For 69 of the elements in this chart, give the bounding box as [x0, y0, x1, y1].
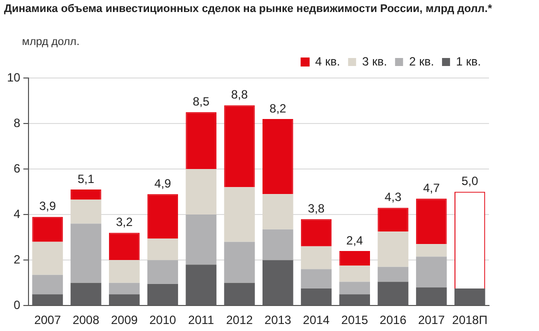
legend-label: 4 кв.: [315, 54, 340, 68]
bar: [186, 169, 216, 215]
legend-label: 3 кв.: [362, 54, 388, 68]
bar: [378, 208, 408, 232]
x-tick-label: 2008: [72, 313, 100, 328]
total-label: 3,8: [308, 201, 325, 216]
bar: [147, 260, 178, 284]
x-tick-label: 2013: [264, 313, 292, 328]
total-label: 3,9: [39, 199, 56, 214]
y-axis-title: млрд долл.: [22, 36, 80, 48]
bar: [32, 216, 63, 242]
total-label: 8,8: [231, 88, 248, 102]
x-tick-label: 2015: [341, 313, 368, 328]
x-tick-label: 2009: [110, 313, 138, 328]
total-label: 5,0: [461, 174, 478, 188]
x-tick-label: 2011: [188, 313, 214, 328]
x-tick-label: 2018П: [452, 313, 488, 328]
bar: [416, 198, 447, 244]
bar: [108, 232, 140, 260]
total-label: 4,9: [154, 176, 172, 190]
total-label: 4,3: [384, 190, 402, 204]
y-tick-label: 10: [6, 70, 21, 84]
bar: [378, 266, 408, 282]
legend-label: 1 кв.: [456, 54, 481, 68]
bar: [262, 194, 294, 230]
x-tick-label: 2014: [302, 313, 330, 328]
bar: [108, 260, 140, 283]
total-label: 8,2: [270, 101, 287, 116]
bar: [378, 232, 408, 267]
y-tick-label: 4: [14, 206, 21, 221]
bar: [186, 112, 216, 170]
bar: [224, 242, 255, 283]
bar: [32, 242, 63, 275]
bar: [224, 105, 255, 188]
bar: [186, 214, 216, 265]
bar: [262, 229, 294, 260]
total-label: 5,1: [78, 172, 95, 186]
bar: [300, 219, 332, 246]
bar: [32, 274, 63, 294]
bar: [300, 246, 332, 270]
x-tick-label: 2017: [418, 313, 446, 328]
total-label: 4,7: [423, 180, 440, 195]
legend-label: 2 кв.: [409, 54, 434, 68]
bar: [339, 250, 370, 266]
bar: [70, 190, 102, 200]
y-tick-label: 8: [14, 116, 21, 130]
x-tick-label: 2012: [226, 313, 254, 328]
total-label: 3,2: [116, 215, 133, 230]
bar: [147, 194, 178, 238]
total-label: 8,5: [192, 94, 210, 108]
y-tick-label: 0: [14, 298, 21, 312]
bar: [147, 238, 178, 260]
bar: [300, 269, 332, 289]
bar: [262, 118, 294, 194]
bar: [108, 282, 140, 294]
bar: [416, 244, 447, 257]
y-tick-label: 2: [14, 252, 21, 266]
bar: [339, 282, 370, 294]
total-label: 2,4: [346, 233, 364, 248]
bar: [339, 266, 370, 282]
x-tick-label: 2016: [380, 313, 407, 328]
x-tick-label: 2010: [149, 313, 176, 328]
bar: [224, 187, 255, 242]
bar: [70, 224, 102, 283]
bar: [416, 256, 447, 288]
bar: [70, 200, 102, 224]
x-tick-label: 2007: [34, 313, 62, 328]
chart-title: Динамика объема инвестиционных сделок на рынке недвижимости России, млрд долл.*: [4, 3, 492, 15]
y-tick-label: 6: [14, 161, 21, 176]
